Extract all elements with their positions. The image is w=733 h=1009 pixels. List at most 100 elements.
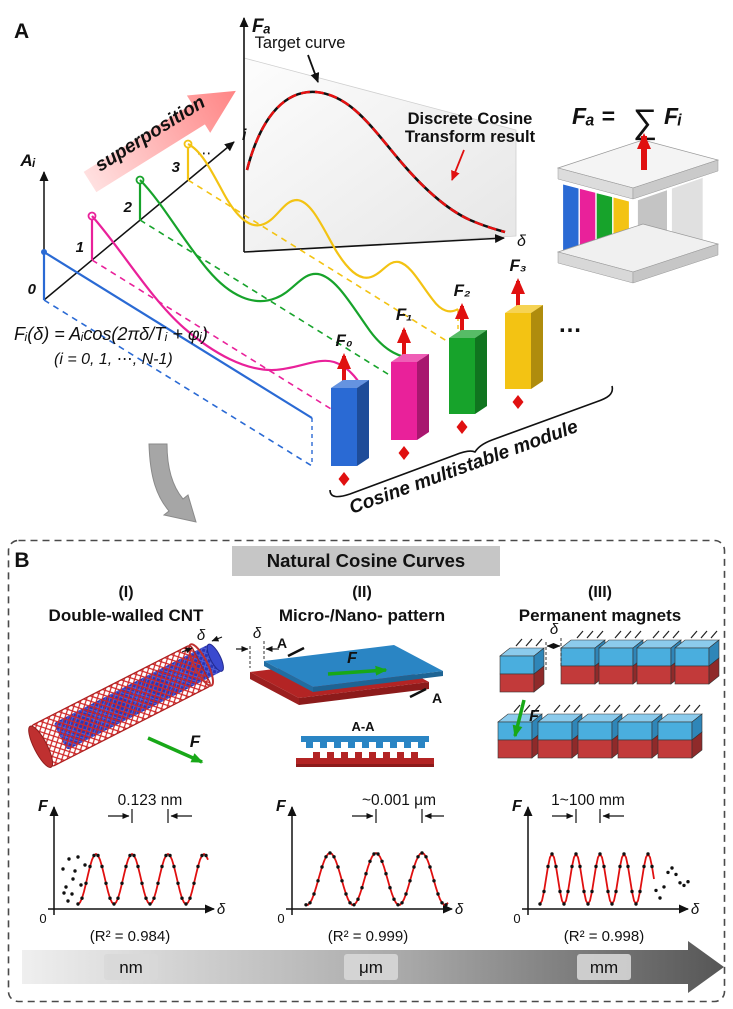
- superposition-arrow-shape: [83, 90, 236, 193]
- i-axis-ellipsis: ⋯: [197, 145, 212, 162]
- plot-pattern-origin: 0: [277, 911, 284, 926]
- plot-magnet: F δ 0 1~100 mm: [512, 792, 700, 926]
- column-2-numeral: (II): [352, 584, 372, 601]
- index-0: 0: [28, 281, 37, 298]
- baseline-1: [91, 259, 369, 433]
- column-1-title: Double-walled CNT: [49, 606, 205, 625]
- plot-pattern-period-label: ~0.001 μm: [362, 792, 436, 809]
- bar-f3-top: [505, 305, 543, 313]
- section-blue-bar: [301, 736, 429, 742]
- magnet-cube: [499, 638, 545, 693]
- baseline-0: [43, 299, 313, 467]
- magnet-cube: [674, 630, 720, 685]
- stack-box: [556, 133, 720, 284]
- plot-magnet-period-label: 1~100 mm: [551, 792, 625, 809]
- pattern-force-label: F: [347, 650, 358, 667]
- dct-pointer: [451, 149, 465, 181]
- bar-f0: F₀: [331, 331, 369, 486]
- magnet-cube: [537, 704, 583, 759]
- formula-line1: Fᵢ(δ) = Aᵢcos(2πδ/Tᵢ + φᵢ): [14, 324, 208, 344]
- bar-f3-diamond-icon: [512, 395, 524, 409]
- panel-b-label: B: [14, 549, 29, 572]
- column-3-title: Permanent magnets: [519, 606, 682, 625]
- pattern-red-plate-edge: [299, 682, 429, 705]
- section-red-bar: [296, 758, 434, 764]
- magnet-delta-label: δ: [550, 621, 559, 638]
- scale-um-label: μm: [359, 958, 383, 977]
- bar-f1-label: F₁: [396, 305, 412, 324]
- curve-0: [43, 251, 313, 419]
- bar-f0-side: [357, 380, 369, 466]
- panel-b: B Natural Cosine Curves (I) (II) (III) D…: [7, 539, 726, 1003]
- pattern-section-line-2: [409, 687, 427, 699]
- bar-f0-label: F₀: [335, 331, 352, 350]
- bar-f2-front: [449, 338, 475, 414]
- curve-2: [139, 179, 421, 359]
- bar-f3-side: [531, 305, 543, 389]
- column-1-numeral: (I): [118, 584, 133, 601]
- cnt-inner-cap: [206, 643, 224, 672]
- plot-magnet-y-label: F: [512, 798, 523, 815]
- panel-b-header: Natural Cosine Curves: [267, 550, 465, 571]
- r2-label-magnet: (R² = 0.998): [564, 928, 644, 945]
- sum-lhs: Fₐ =: [572, 103, 615, 129]
- magnet-cube: [657, 704, 703, 759]
- plot-cnt-origin: 0: [39, 911, 46, 926]
- baseline-3: [187, 179, 459, 349]
- cnt-outer-cap-left: [28, 725, 54, 768]
- pattern-diagram: δ A A F A-A: [236, 625, 443, 767]
- scale-arrow: nm μm mm: [22, 941, 724, 993]
- magnet-cube: [577, 704, 623, 759]
- cnt-tube: [28, 643, 224, 768]
- plot-pattern: F δ 0 ~0.001 μm: [276, 792, 464, 926]
- sum-module: Fₐ = ∑ Fᵢ: [556, 103, 720, 284]
- panel-b-header-box: [232, 546, 500, 576]
- magnet-cube: [617, 704, 663, 759]
- fa-axis-label: Fₐ: [252, 16, 271, 37]
- i-axis-label: i: [242, 127, 247, 144]
- dct-curve: [245, 90, 506, 234]
- pattern-blue-plate-side: [264, 661, 313, 692]
- cnt-delta-arrow-left: [181, 647, 193, 654]
- pattern-force-arrow-icon: [327, 665, 388, 676]
- magnet-cube: [636, 630, 682, 685]
- plot-cnt-wave: [61, 852, 209, 906]
- section-red-bar-shadow: [296, 764, 434, 767]
- r2-label-pattern: (R² = 0.999): [328, 928, 408, 945]
- section-red-teeth: [313, 752, 418, 758]
- bar-f2-label: F₂: [454, 281, 471, 300]
- bar-f1-top-shade: [391, 354, 429, 362]
- column-3-numeral: (III): [588, 584, 612, 601]
- formula-line2: (i = 0, 1, ⋯, N-1): [54, 351, 173, 368]
- bar-f0-front: [331, 388, 357, 466]
- index-1: 1: [76, 239, 84, 256]
- pattern-section-view: A-A: [296, 719, 434, 767]
- superposition-arrow: superposition: [83, 90, 236, 193]
- target-curve-label: Target curve: [255, 34, 346, 52]
- cnt-delta-label: δ: [197, 627, 206, 644]
- stack-top-plate-front-right: [632, 159, 719, 200]
- index-2: 2: [123, 199, 133, 216]
- scale-nm-box: [104, 954, 158, 980]
- bars-ellipsis: …: [558, 311, 582, 338]
- bar-f1-front: [391, 362, 417, 440]
- index-3: 3: [172, 159, 181, 176]
- sum-sigma: ∑: [633, 103, 657, 141]
- formula: Fᵢ(δ) = Aᵢcos(2πδ/Tᵢ + φᵢ) (i = 0, 1, ⋯,…: [14, 324, 208, 368]
- bar-f2: F₂: [449, 281, 487, 434]
- target-curve-pointer: [307, 54, 320, 83]
- module-bars: F₀ F₁ F₂: [329, 256, 614, 519]
- bar-f1-side-shade: [417, 354, 429, 440]
- pattern-section-mark-2: A: [432, 690, 442, 706]
- bar-f3-top-shade: [505, 305, 543, 313]
- bar-f1-diamond-icon: [398, 446, 410, 460]
- stack-bar-0: [563, 184, 579, 255]
- plot-pattern-x-label: δ: [455, 901, 464, 918]
- plot-cnt-y-label: F: [38, 798, 49, 815]
- plot-magnet-wave: [538, 852, 690, 906]
- component-0: 0: [28, 249, 313, 467]
- pattern-red-plate-side: [250, 672, 299, 705]
- plot-cnt-x-label: δ: [217, 901, 226, 918]
- panel-a: A superposition Fₐ δ Target curve Discre…: [14, 16, 720, 523]
- bar-f3-front: [505, 313, 531, 389]
